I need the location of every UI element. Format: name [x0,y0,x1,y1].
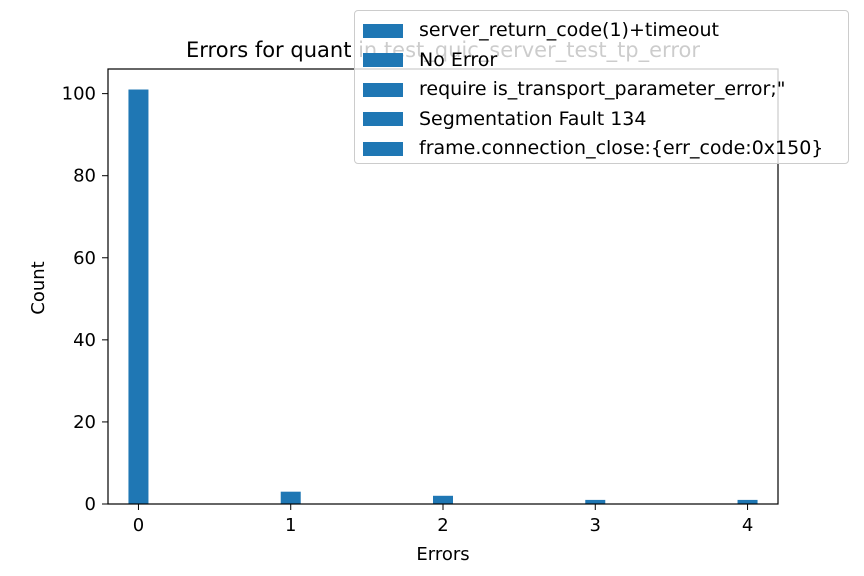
y-axis-label: Count [28,261,49,314]
y-tick-label: 40 [73,330,96,351]
x-axis-label: Errors [416,544,469,565]
legend-label: server_return_code(1)+timeout [419,19,719,42]
legend-label: require is_transport_parameter_error;" [419,78,786,101]
x-tick-label: 3 [590,515,601,536]
y-tick-label: 60 [73,248,96,269]
legend-item: No Error [363,46,848,76]
legend-item: require is_transport_parameter_error;" [363,75,848,105]
bar [280,491,301,504]
legend-swatch [363,53,403,68]
y-tick-label: 100 [62,84,96,105]
y-tick-label: 20 [73,412,96,433]
legend-item: server_return_code(1)+timeout [363,16,848,46]
legend-swatch [363,23,403,38]
x-tick-label: 4 [742,515,753,536]
legend-swatch [363,112,403,127]
legend: server_return_code(1)+timeout No Error r… [354,10,849,164]
bar [128,89,149,505]
legend-label: No Error [419,48,498,71]
legend-label: frame.connection_close:{err_code:0x150} [419,137,824,160]
y-tick-label: 80 [73,166,96,187]
legend-item: Segmentation Fault 134 [363,105,848,135]
y-tick-label: 0 [85,494,96,515]
legend-item: frame.connection_close:{err_code:0x150} [363,134,848,164]
x-tick-label: 2 [437,515,448,536]
x-tick-label: 1 [285,515,296,536]
legend-label: Segmentation Fault 134 [419,107,647,130]
bars-group [128,89,758,505]
bar [585,499,606,504]
bar [433,495,453,504]
x-tick-label: 0 [133,515,144,536]
legend-swatch [363,141,403,156]
bar [737,499,758,504]
legend-swatch [363,82,403,97]
